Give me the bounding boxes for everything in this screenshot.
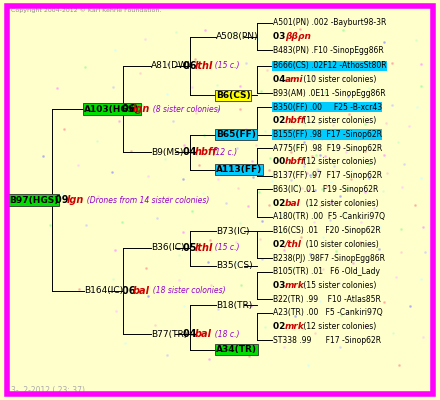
Text: (15 c.): (15 c.) bbox=[209, 62, 239, 70]
Text: (12 sister colonies): (12 sister colonies) bbox=[301, 199, 379, 208]
Text: (18 c.): (18 c.) bbox=[209, 330, 239, 338]
Text: lgn: lgn bbox=[133, 104, 150, 114]
Text: (Drones from 14 sister colonies): (Drones from 14 sister colonies) bbox=[81, 196, 209, 204]
Text: (8 sister colonies): (8 sister colonies) bbox=[148, 104, 221, 114]
Text: A775(FF) .98  F19 -Sinop62R: A775(FF) .98 F19 -Sinop62R bbox=[273, 144, 382, 153]
Text: B35(CS): B35(CS) bbox=[216, 261, 252, 270]
Text: lgn: lgn bbox=[66, 195, 84, 205]
Text: ββρn: ββρn bbox=[285, 32, 311, 41]
Text: (12 sister colonies): (12 sister colonies) bbox=[301, 322, 376, 331]
Text: 02: 02 bbox=[273, 116, 288, 125]
Text: B238(PJ) .98F7 -SinopEgg86R: B238(PJ) .98F7 -SinopEgg86R bbox=[273, 254, 385, 262]
Text: /thl: /thl bbox=[285, 240, 302, 249]
Text: mrk: mrk bbox=[285, 281, 304, 290]
Text: B93(AM) .0E11 -SinopEgg86R: B93(AM) .0E11 -SinopEgg86R bbox=[273, 89, 385, 98]
Text: 06: 06 bbox=[183, 61, 200, 71]
Text: A113(FF): A113(FF) bbox=[216, 165, 262, 174]
Text: (12 sister colonies): (12 sister colonies) bbox=[301, 116, 376, 125]
Text: (15 c.): (15 c.) bbox=[209, 243, 239, 252]
Text: 06: 06 bbox=[122, 286, 139, 296]
Text: B105(TR) .01   F6 -Old_Lady: B105(TR) .01 F6 -Old_Lady bbox=[273, 267, 380, 276]
Text: B97(HGS): B97(HGS) bbox=[9, 196, 58, 204]
Text: B16(CS) .01   F20 -Sinop62R: B16(CS) .01 F20 -Sinop62R bbox=[273, 226, 380, 235]
Text: (10 sister colonies): (10 sister colonies) bbox=[301, 240, 379, 249]
Text: ST338 .99      F17 -Sinop62R: ST338 .99 F17 -Sinop62R bbox=[273, 336, 381, 345]
Text: B6(CS): B6(CS) bbox=[216, 91, 250, 100]
Text: hbff: hbff bbox=[285, 158, 305, 166]
Text: B666(CS) .02F12 -AthosSt80R: B666(CS) .02F12 -AthosSt80R bbox=[273, 62, 386, 70]
Text: B18(TR): B18(TR) bbox=[216, 300, 252, 310]
Text: B63(IC) .01   F19 -Sinop62R: B63(IC) .01 F19 -Sinop62R bbox=[273, 185, 378, 194]
Text: lthI: lthI bbox=[194, 61, 213, 71]
Text: 04: 04 bbox=[183, 147, 200, 157]
Text: 05: 05 bbox=[183, 243, 200, 253]
Text: bal: bal bbox=[194, 329, 212, 339]
Text: A81(DW): A81(DW) bbox=[151, 62, 191, 70]
Text: B65(FF): B65(FF) bbox=[216, 130, 256, 139]
Text: A508(PN): A508(PN) bbox=[216, 32, 258, 41]
Text: 02: 02 bbox=[273, 322, 288, 331]
Text: B77(TR): B77(TR) bbox=[151, 330, 187, 338]
Text: lthI: lthI bbox=[194, 243, 213, 253]
Text: B164(IC): B164(IC) bbox=[84, 286, 123, 296]
Text: (12 c.): (12 c.) bbox=[209, 148, 237, 157]
Text: bal: bal bbox=[133, 286, 150, 296]
Text: A34(TR): A34(TR) bbox=[216, 345, 257, 354]
Text: hbff: hbff bbox=[194, 147, 217, 157]
Text: B350(FF) .00     F25 -B-xcr43: B350(FF) .00 F25 -B-xcr43 bbox=[273, 102, 382, 112]
Text: 04: 04 bbox=[273, 75, 288, 84]
Text: B483(PN) .F10 -SinopEgg86R: B483(PN) .F10 -SinopEgg86R bbox=[273, 46, 383, 55]
Text: (10 sister colonies): (10 sister colonies) bbox=[301, 75, 377, 84]
Text: 06: 06 bbox=[122, 104, 139, 114]
Text: Copyright 2004-2012 © Karl Kehrle Foundation.: Copyright 2004-2012 © Karl Kehrle Founda… bbox=[11, 7, 161, 13]
Text: B137(FF) .97  F17 -Sinop62R: B137(FF) .97 F17 -Sinop62R bbox=[273, 171, 382, 180]
Text: 00: 00 bbox=[273, 158, 288, 166]
Text: B155(FF) .98  F17 -Sinop62R: B155(FF) .98 F17 -Sinop62R bbox=[273, 130, 381, 139]
Text: 3-  2-2012 ( 23: 37): 3- 2-2012 ( 23: 37) bbox=[11, 386, 85, 395]
Text: mrk: mrk bbox=[285, 322, 304, 331]
Text: 02: 02 bbox=[273, 240, 288, 249]
Text: (15 sister colonies): (15 sister colonies) bbox=[301, 281, 377, 290]
Text: A501(PN) .002 -Bayburt98-3R: A501(PN) .002 -Bayburt98-3R bbox=[273, 18, 386, 27]
Text: (12 sister colonies): (12 sister colonies) bbox=[301, 158, 376, 166]
Text: B73(IC): B73(IC) bbox=[216, 227, 249, 236]
Text: (18 sister colonies): (18 sister colonies) bbox=[148, 286, 226, 296]
Text: B9(MS): B9(MS) bbox=[151, 148, 183, 157]
Text: A180(TR) .00  F5 -Cankiri97Q: A180(TR) .00 F5 -Cankiri97Q bbox=[273, 212, 385, 221]
Text: 03: 03 bbox=[273, 281, 288, 290]
Text: 02: 02 bbox=[273, 199, 288, 208]
Text: 04: 04 bbox=[183, 329, 200, 339]
Text: hbff: hbff bbox=[285, 116, 305, 125]
Text: 03: 03 bbox=[273, 32, 288, 41]
Text: A23(TR) .00   F5 -Cankiri97Q: A23(TR) .00 F5 -Cankiri97Q bbox=[273, 308, 382, 317]
Text: ami: ami bbox=[285, 75, 303, 84]
Text: B22(TR) .99    F10 -Atlas85R: B22(TR) .99 F10 -Atlas85R bbox=[273, 295, 381, 304]
Text: B36(IC): B36(IC) bbox=[151, 243, 184, 252]
Text: A103(HGS): A103(HGS) bbox=[84, 104, 139, 114]
Text: 09: 09 bbox=[55, 195, 72, 205]
Text: bal: bal bbox=[285, 199, 301, 208]
